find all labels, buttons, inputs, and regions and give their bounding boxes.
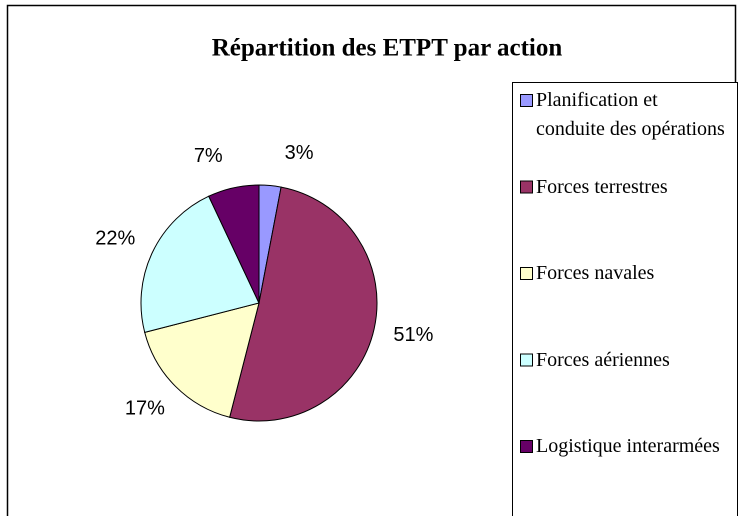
data-label: 17% (125, 397, 165, 419)
legend-label: Logistique interarmées (536, 435, 720, 457)
data-label: 51% (393, 324, 433, 346)
legend-swatch (520, 267, 533, 280)
legend-swatch (520, 353, 533, 367)
legend-label: Forces terrestres (536, 175, 668, 198)
legend-label: Planification et conduite des opérations (536, 89, 725, 140)
data-label: 3% (285, 142, 314, 164)
legend-swatch (520, 440, 533, 453)
legend-swatch (520, 94, 533, 107)
chart-title: Répartition des ETPT par action (212, 35, 563, 62)
legend-box (512, 82, 738, 516)
data-label: 22% (95, 227, 135, 249)
pie-slice (229, 186, 378, 422)
pie-slice (208, 184, 260, 304)
legend-label: Forces aériennes (536, 348, 670, 371)
pie-slice (140, 195, 260, 333)
legend-label: Forces navales (536, 262, 655, 284)
data-label: 7% (194, 145, 223, 167)
legend-swatch (520, 180, 533, 194)
pie-slice (144, 302, 260, 418)
